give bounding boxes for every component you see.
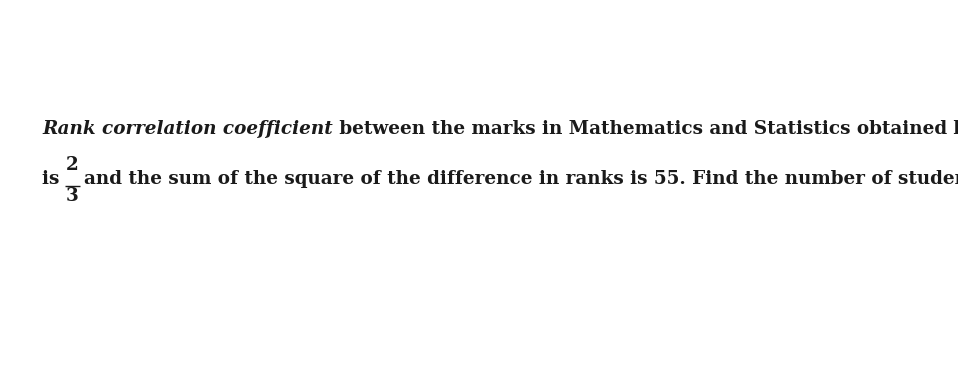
Text: 3: 3	[66, 187, 79, 205]
Text: 2: 2	[66, 156, 79, 174]
Text: and the sum of the square of the difference in ranks is 55. Find the number of s: and the sum of the square of the differe…	[84, 170, 958, 188]
Text: is: is	[42, 170, 66, 188]
Text: between the marks in Mathematics and Statistics obtained by a group of students: between the marks in Mathematics and Sta…	[332, 120, 958, 138]
Text: Rank correlation coefficient: Rank correlation coefficient	[42, 120, 332, 138]
